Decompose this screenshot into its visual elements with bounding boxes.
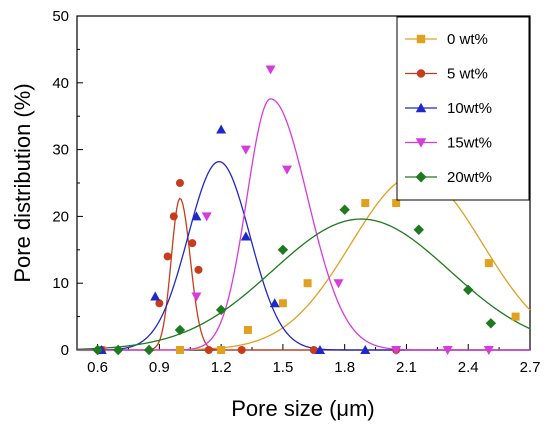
data-point: [442, 346, 453, 355]
fit-curve-1: [77, 174, 531, 351]
data-point: [204, 346, 213, 354]
data-point: [174, 324, 186, 336]
series-3-points: [96, 124, 371, 354]
fit-curve-5: [76, 218, 531, 350]
data-point: [169, 212, 178, 221]
data-point: [282, 165, 293, 175]
data-point: [483, 346, 494, 355]
y-axis-title: Pore distribution (%): [10, 83, 35, 282]
data-point: [277, 244, 289, 255]
data-point: [155, 299, 164, 308]
data-point: [92, 344, 103, 356]
data-point: [269, 298, 280, 308]
data-point: [361, 199, 370, 208]
legend-label: 5 wt%: [447, 66, 488, 83]
data-point: [485, 318, 497, 329]
data-point: [150, 291, 161, 301]
x-tick-label: 1.2: [211, 359, 232, 376]
x-tick-label: 1.8: [334, 359, 355, 376]
data-point: [391, 346, 402, 355]
legend-item: 20wt%: [405, 169, 492, 186]
data-point: [217, 346, 226, 354]
data-point: [339, 204, 350, 215]
x-axis-title: Pore size (μm): [231, 396, 374, 421]
legend-label: 20wt%: [447, 169, 492, 186]
series-4-points: [191, 65, 494, 355]
data-point: [175, 179, 184, 187]
legend-marker: [415, 138, 427, 148]
data-point: [215, 304, 227, 316]
data-point: [240, 231, 251, 241]
data-point: [237, 346, 246, 354]
legend: 0 wt% 5 wt% 10wt% 15wt% 20wt%: [396, 16, 530, 201]
legend-label: 10wt%: [447, 100, 492, 117]
legend-label: 0 wt%: [447, 31, 488, 48]
data-point: [216, 124, 227, 134]
x-tick-label: 0.6: [87, 359, 108, 376]
y-tick-label: 10: [52, 275, 69, 292]
x-tick-label: 2.7: [520, 359, 541, 376]
y-tick-label: 0: [61, 342, 69, 359]
fit-curve-2: [77, 197, 530, 351]
x-tick-label: 2.1: [396, 359, 417, 376]
series-2-points: [97, 179, 401, 354]
data-point: [413, 224, 425, 235]
legend-marker: [415, 171, 427, 183]
data-point: [309, 346, 318, 354]
data-point: [511, 312, 520, 321]
data-point: [463, 284, 474, 296]
data-point: [112, 344, 124, 356]
legend-item: 5 wt%: [405, 66, 488, 83]
y-tick-label: 20: [52, 208, 69, 225]
y-tick-label: 40: [52, 75, 69, 92]
data-markers: [92, 65, 520, 356]
data-point: [143, 344, 155, 356]
x-tick-label: 1.5: [272, 359, 293, 376]
legend-item: 15wt%: [405, 135, 492, 152]
legend-marker: [416, 34, 426, 44]
data-point: [163, 252, 172, 261]
legend-item: 0 wt%: [405, 31, 488, 48]
series-5-points: [92, 204, 497, 356]
data-point: [360, 345, 371, 354]
data-point: [243, 325, 252, 334]
data-point: [191, 292, 202, 302]
legend-item: 10wt%: [405, 100, 492, 117]
y-tick-label: 30: [52, 142, 69, 159]
data-point: [175, 346, 184, 354]
data-point: [191, 211, 202, 221]
y-tick-label: 50: [52, 8, 69, 25]
x-tick-label: 0.9: [149, 359, 170, 376]
data-point: [333, 279, 344, 289]
data-point: [484, 259, 493, 268]
data-point: [303, 279, 312, 288]
data-point: [314, 345, 325, 354]
data-point: [188, 239, 197, 248]
legend-marker: [415, 102, 427, 113]
legend-marker: [416, 69, 426, 78]
x-tick-label: 2.4: [458, 359, 479, 376]
data-point: [194, 265, 203, 274]
data-point: [201, 212, 212, 222]
data-point: [240, 145, 251, 155]
legend-label: 15wt%: [447, 135, 492, 152]
data-point: [278, 299, 287, 308]
data-point: [392, 199, 401, 208]
data-point: [265, 65, 276, 75]
